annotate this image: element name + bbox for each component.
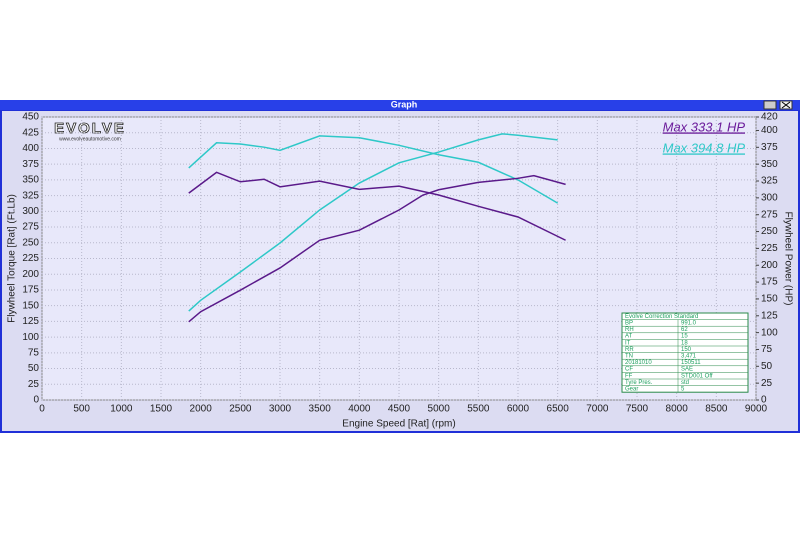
- max-annotation: Max 333.1 HP: [663, 119, 746, 134]
- info-cell: 5: [681, 386, 685, 392]
- y-tick-label: 400: [22, 143, 39, 154]
- y-tick-label: 0: [33, 395, 39, 406]
- info-cell: 150511: [681, 360, 701, 366]
- info-cell: STD001 Off: [681, 373, 713, 379]
- y-tick-label: 375: [22, 159, 39, 170]
- window-title: Graph: [391, 99, 418, 109]
- y-tick-label: 275: [22, 222, 39, 233]
- y-tick-label: 75: [28, 347, 40, 358]
- info-cell: SAE: [681, 367, 693, 373]
- curve: [188, 133, 558, 312]
- y-tick-label: 125: [22, 316, 39, 327]
- y-tick-label: 225: [22, 253, 39, 264]
- info-cell: RH: [625, 327, 634, 333]
- y-tick-label: 175: [22, 285, 39, 296]
- y2-tick-label: 375: [761, 142, 778, 153]
- info-cell: 15: [681, 334, 688, 340]
- x-tick-label: 0: [39, 404, 45, 415]
- info-cell: 150: [681, 347, 692, 353]
- y-tick-label: 350: [22, 175, 39, 186]
- logo-brand: EVOLVE: [54, 120, 126, 137]
- y2-tick-label: 150: [761, 294, 778, 305]
- y2-tick-label: 400: [761, 125, 778, 136]
- curve: [188, 174, 566, 323]
- y2-tick-label: 250: [761, 226, 778, 237]
- x-tick-label: 8000: [666, 404, 689, 415]
- x-tick-label: 7500: [626, 404, 649, 415]
- logo-url: www.evolveautomotive.com: [59, 136, 121, 142]
- y-tick-label: 100: [22, 332, 39, 343]
- y2-tick-label: 300: [761, 192, 778, 203]
- x-tick-label: 4000: [348, 404, 371, 415]
- x-tick-label: 1000: [110, 404, 133, 415]
- x-tick-label: 5500: [467, 404, 490, 415]
- curve: [188, 135, 559, 204]
- x-tick-label: 9000: [745, 404, 768, 415]
- y2-tick-label: 225: [761, 243, 778, 254]
- y-axis-title: Flywheel Torque [Rat] (Ft.Lb): [7, 194, 18, 323]
- info-cell: RR: [625, 347, 634, 353]
- max-annotation: Max 394.8 HP: [663, 140, 746, 155]
- y-tick-label: 200: [22, 269, 39, 280]
- y2-tick-label: 75: [761, 344, 773, 355]
- y-tick-label: 50: [28, 363, 40, 374]
- info-cell: std: [681, 380, 689, 386]
- y2-tick-label: 420: [761, 112, 778, 123]
- info-cell: Gear: [625, 386, 638, 392]
- x-tick-label: 5000: [428, 404, 451, 415]
- y2-tick-label: 175: [761, 277, 778, 288]
- info-title: Evolve Correction Standard: [625, 314, 698, 320]
- y2-tick-label: 0: [761, 395, 767, 406]
- info-cell: 991.0: [681, 320, 697, 326]
- x-tick-label: 8500: [705, 404, 728, 415]
- info-cell: TN: [625, 353, 633, 359]
- x-tick-label: 3000: [269, 404, 292, 415]
- x-tick-label: 6000: [507, 404, 530, 415]
- y2-tick-label: 100: [761, 327, 778, 338]
- y-tick-label: 450: [22, 112, 39, 123]
- y2-tick-label: 125: [761, 310, 778, 321]
- restore-button[interactable]: [763, 100, 777, 110]
- y2-tick-label: 275: [761, 209, 778, 220]
- close-icon: [781, 101, 791, 109]
- x-tick-label: 2000: [190, 404, 213, 415]
- y2-tick-label: 50: [761, 361, 773, 372]
- y2-axis-title: Flywheel Power (HP): [782, 212, 793, 306]
- x-tick-label: 4500: [388, 404, 411, 415]
- y-tick-label: 325: [22, 190, 39, 201]
- x-tick-label: 1500: [150, 404, 173, 415]
- curve: [188, 171, 566, 241]
- y2-tick-label: 325: [761, 176, 778, 187]
- info-cell: AT: [625, 334, 633, 340]
- y-tick-label: 25: [28, 379, 40, 390]
- y-tick-label: 425: [22, 127, 39, 138]
- info-cell: IT: [625, 340, 631, 346]
- info-cell: CF: [625, 367, 633, 373]
- info-cell: Tyre Pres.: [625, 380, 653, 386]
- info-cell: 20181010: [625, 360, 652, 366]
- y2-tick-label: 350: [761, 159, 778, 170]
- x-tick-label: 2500: [229, 404, 252, 415]
- title-bar: [0, 100, 800, 110]
- x-tick-label: 6500: [547, 404, 570, 415]
- info-cell: FF: [625, 373, 633, 379]
- y-tick-label: 150: [22, 300, 39, 311]
- y-tick-label: 250: [22, 237, 39, 248]
- x-tick-label: 7000: [586, 404, 609, 415]
- x-tick-label: 3500: [309, 404, 332, 415]
- y-tick-label: 300: [22, 206, 39, 217]
- y2-tick-label: 25: [761, 378, 773, 389]
- info-cell: 3,471: [681, 353, 697, 359]
- x-axis-title: Engine Speed [Rat] (rpm): [342, 419, 455, 430]
- x-tick-label: 500: [73, 404, 90, 415]
- info-cell: 62: [681, 327, 688, 333]
- info-cell: 18: [681, 340, 688, 346]
- y2-tick-label: 200: [761, 260, 778, 271]
- info-cell: BP: [625, 320, 633, 326]
